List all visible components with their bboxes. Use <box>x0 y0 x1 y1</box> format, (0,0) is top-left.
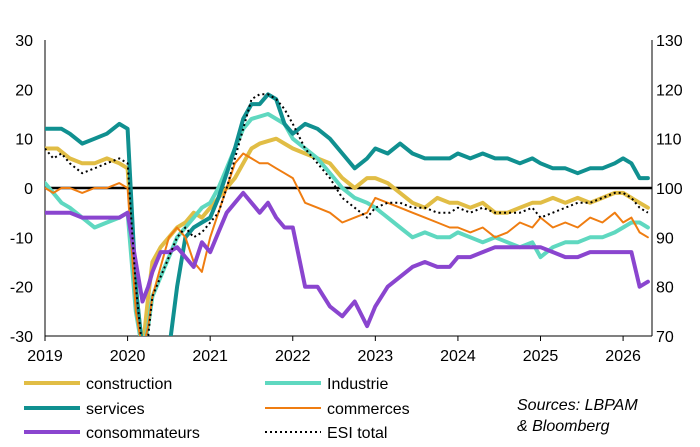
source-line-1: Sources: LBPAM <box>517 397 638 414</box>
x-tick-label: 2019 <box>27 348 63 365</box>
y-left-tick-label: -10 <box>10 230 33 247</box>
legend-label: services <box>86 401 145 418</box>
y-left-tick-label: 10 <box>15 132 33 149</box>
x-tick-label: 2024 <box>440 348 476 365</box>
source-line-2: & Bloomberg <box>517 418 610 435</box>
x-tick-label: 2020 <box>110 348 146 365</box>
x-tick-label: 2026 <box>605 348 641 365</box>
legend: construction Industrie services commerces co… <box>24 376 410 442</box>
y-right-tick-label: 80 <box>656 280 674 297</box>
series-layer <box>45 92 650 336</box>
x-tick-label: 2022 <box>275 348 311 365</box>
y-right-tick-label: 90 <box>656 230 674 247</box>
series-line-consommateurs <box>45 190 650 329</box>
legend-label: consommateurs <box>86 425 200 442</box>
y-left-tick-label: 20 <box>15 82 33 99</box>
x-axis: 2019 2020 2021 2022 2023 2024 2025 2026 <box>27 336 641 365</box>
y-axis-left: 30 20 10 0 -10 -20 -30 <box>10 33 33 346</box>
x-tick-label: 2021 <box>192 348 228 365</box>
y-right-tick-label: 70 <box>656 329 674 346</box>
series-line-industrie <box>45 112 650 336</box>
y-right-tick-label: 100 <box>656 181 683 198</box>
y-left-tick-label: -30 <box>10 329 33 346</box>
y-left-tick-label: 30 <box>15 33 33 50</box>
legend-label: ESI total <box>327 425 387 442</box>
legend-label: commerces <box>327 401 410 418</box>
y-right-tick-label: 120 <box>656 82 683 99</box>
y-left-tick-label: -20 <box>10 280 33 297</box>
series-line-services <box>45 92 650 336</box>
y-left-tick-label: 0 <box>24 181 33 198</box>
y-axis-right: 130 120 110 100 90 80 70 <box>656 33 683 346</box>
y-right-tick-label: 130 <box>656 33 683 50</box>
series-line-commerces <box>45 152 649 336</box>
legend-label: construction <box>86 376 172 393</box>
x-tick-label: 2023 <box>358 348 394 365</box>
y-right-tick-label: 110 <box>656 132 682 149</box>
x-tick-label: 2025 <box>523 348 559 365</box>
legend-label: Industrie <box>327 376 388 393</box>
